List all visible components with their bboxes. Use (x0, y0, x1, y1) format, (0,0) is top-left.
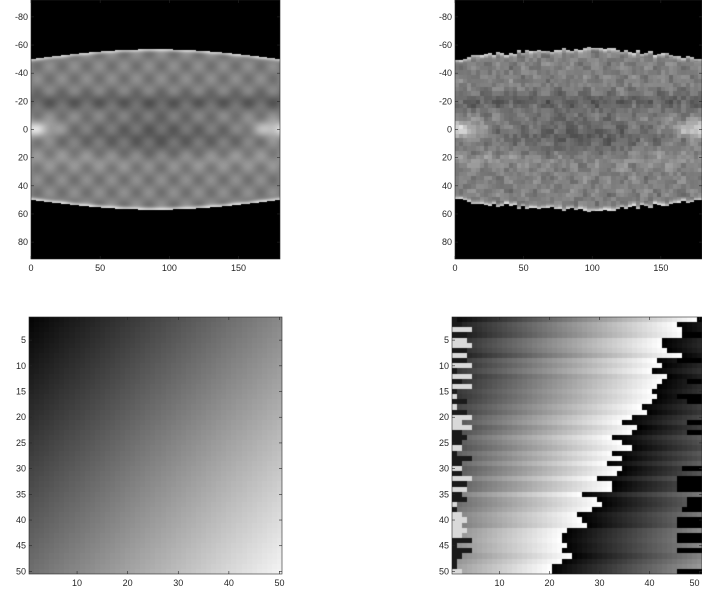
y-tick-label: 40 (442, 181, 452, 191)
heatmap-image-2 (455, 0, 702, 259)
x-tick-label: 100 (585, 263, 600, 273)
y-tick-label: 25 (439, 438, 449, 448)
y-tick-label: 10 (439, 361, 449, 371)
x-tick-label: 0 (452, 263, 457, 273)
y-tick-label: 50 (439, 566, 449, 576)
x-tick-label: 100 (162, 263, 177, 273)
x-tick-label: 50 (519, 263, 529, 273)
y-tick-label: 30 (439, 464, 449, 474)
y-tick-label: 15 (16, 387, 26, 397)
x-tick-label: 20 (544, 578, 554, 588)
axes-box (28, 316, 283, 575)
x-tick-label: 50 (689, 578, 699, 588)
y-tick-label: 5 (444, 335, 449, 345)
y-tick-label: 0 (447, 125, 452, 135)
heatmap-panel-1: 0 50 100 150 -80 -60 -40 -20 0 20 40 60 80 (15, 0, 281, 273)
y-tick-label: 50 (16, 566, 26, 576)
x-tick-label: 30 (173, 578, 183, 588)
y-tick-label: 5 (21, 335, 26, 345)
y-tick-label: 20 (442, 153, 452, 163)
x-tick-label: 40 (644, 578, 654, 588)
y-tick-label: 10 (16, 361, 26, 371)
y-tick-label: 35 (439, 489, 449, 499)
y-tick-label: 40 (439, 515, 449, 525)
y-tick-label: 0 (23, 125, 28, 135)
y-tick-label: 60 (442, 209, 452, 219)
y-tick-label: 60 (18, 209, 28, 219)
x-tick-label: 20 (123, 578, 133, 588)
y-tick-label: 20 (439, 412, 449, 422)
y-tick-label: -20 (439, 96, 452, 106)
y-tick-label: 45 (439, 541, 449, 551)
heatmap-panel-4: 10 20 30 40 50 5 10 15 20 25 30 35 40 45 50 (439, 316, 702, 588)
y-tick-label: 80 (18, 237, 28, 247)
x-tick-label: 30 (594, 578, 604, 588)
axes-box (451, 316, 702, 575)
y-tick-label: 20 (18, 153, 28, 163)
y-tick-label: 80 (442, 237, 452, 247)
y-tick-label: -80 (15, 12, 28, 22)
x-tick-label: 40 (224, 578, 234, 588)
x-tick-label: 150 (653, 263, 668, 273)
x-tick-label: 10 (72, 578, 82, 588)
y-tick-label: -40 (439, 68, 452, 78)
heatmap-image-3 (29, 317, 282, 574)
y-tick-label: -20 (15, 96, 28, 106)
y-tick-label: -60 (15, 40, 28, 50)
y-tick-label: 30 (16, 464, 26, 474)
x-tick-label: 50 (95, 263, 105, 273)
y-tick-label: 45 (16, 541, 26, 551)
heatmap-image-1 (31, 0, 280, 259)
x-tick-label: 0 (28, 263, 33, 273)
y-tick-label: 40 (18, 181, 28, 191)
y-tick-label: 40 (16, 515, 26, 525)
y-tick-label: 20 (16, 412, 26, 422)
y-tick-label: 35 (16, 489, 26, 499)
x-tick-label: 150 (231, 263, 246, 273)
heatmap-panel-3: 10 20 30 40 50 5 10 15 20 25 30 35 40 45 50 (16, 316, 284, 588)
x-tick-label: 10 (494, 578, 504, 588)
y-tick-label: 25 (16, 438, 26, 448)
y-tick-label: 15 (439, 387, 449, 397)
x-tick-label: 50 (274, 578, 284, 588)
y-tick-label: -40 (15, 68, 28, 78)
y-tick-label: -60 (439, 40, 452, 50)
heatmap-image-4 (452, 317, 702, 574)
heatmap-panel-2: 0 50 100 150 -80 -60 -40 -20 0 20 40 60 80 (439, 0, 702, 273)
y-tick-label: -80 (439, 12, 452, 22)
